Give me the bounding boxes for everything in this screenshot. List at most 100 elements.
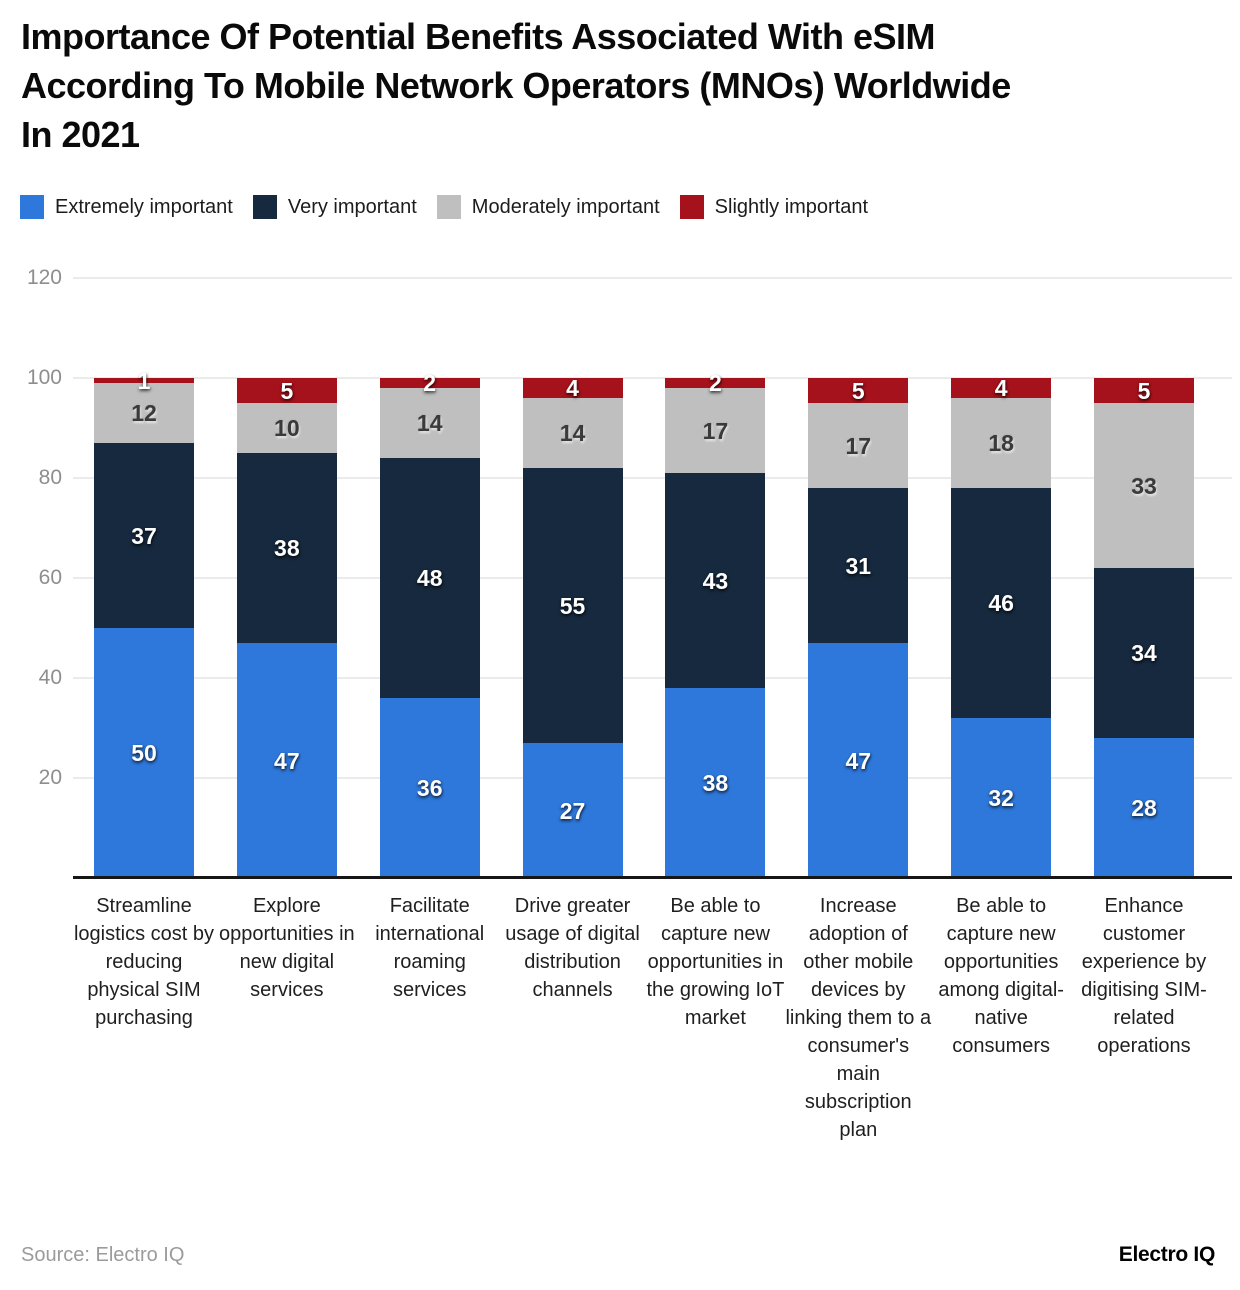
y-axis: 20 40 60 80 100 120 [0, 266, 62, 878]
bar-5-extremely-important-segment: 38 [665, 688, 766, 878]
value-label: 55 [559, 592, 586, 619]
bar-6-slightly-important-segment: 5 [808, 378, 909, 403]
legend-item-slightly-important: Slightly important [679, 195, 869, 219]
value-label: 18 [988, 430, 1014, 456]
bar-2-very-important-segment: 38 [236, 453, 337, 643]
value-label: 1 [137, 367, 151, 394]
bar-4: 27 55 14 4 [522, 375, 623, 878]
category-label-6: Increase adoption of other mobile device… [785, 895, 932, 1141]
bar-7-very-important-segment: 46 [951, 488, 1052, 718]
value-label: 28 [1131, 795, 1157, 821]
category-label-2: Explore opportunities in new digital ser… [219, 895, 355, 1001]
category-label-4: Drive greater usage of digital distribut… [505, 895, 640, 1001]
value-label: 37 [131, 522, 157, 549]
bar-1-extremely-important-segment: 50 [94, 628, 194, 878]
value-label: 48 [416, 565, 443, 591]
value-label: 31 [845, 552, 872, 579]
bar-7: 32 46 18 4 [951, 375, 1052, 878]
bar-8-very-important-segment: 34 [1093, 568, 1194, 738]
value-label: 17 [845, 432, 872, 459]
bar-2-moderately-important-segment: 10 [236, 403, 337, 453]
gridline-20 [73, 777, 1232, 779]
value-label: 50 [131, 740, 157, 766]
y-tick-label-120: 120 [26, 266, 62, 289]
category-label-7: Be able to capture new opportunities amo… [938, 895, 1064, 1057]
category-label-5: Be able to capture new opportunities in … [646, 895, 785, 1029]
bar-3: 36 48 14 2 [379, 371, 480, 878]
bar-1-very-important-segment: 37 [94, 443, 194, 628]
bar-7-slightly-important-segment: 4 [951, 375, 1052, 401]
gridline-60 [73, 577, 1232, 579]
gridline-100 [73, 377, 1232, 379]
bar-7-extremely-important-segment: 32 [951, 718, 1052, 878]
bar-8-moderately-important-segment: 33 [1093, 403, 1194, 568]
category-label-1: Streamline logistics cost by reducing ph… [73, 895, 215, 1029]
bar-6-moderately-important-segment: 17 [808, 403, 909, 488]
bar-5-slightly-important-segment: 2 [665, 371, 766, 395]
value-label: 10 [274, 415, 300, 441]
value-label: 32 [988, 785, 1014, 811]
legend-label: Moderately important [471, 195, 660, 218]
bar-4-extremely-important-segment: 27 [522, 743, 623, 878]
bar-2: 47 38 10 5 [236, 378, 337, 878]
value-label: 33 [1131, 472, 1157, 499]
bar-8: 28 34 33 5 [1093, 377, 1194, 878]
y-tick-label-20: 20 [38, 766, 62, 789]
page-title-line-2: According To Mobile Network Operators (M… [21, 65, 1011, 106]
bar-1-slightly-important-segment: 1 [94, 369, 194, 393]
bar-8-slightly-important-segment: 5 [1093, 377, 1194, 404]
page-title-line-1: Importance Of Potential Benefits Associa… [21, 16, 936, 57]
value-label: 43 [702, 567, 729, 594]
source-note: Source: Electro IQ [21, 1244, 185, 1266]
page-title: Importance Of Potential Benefits Associa… [21, 12, 1201, 159]
bar-7-moderately-important-segment: 18 [951, 398, 1052, 488]
legend-swatch-extremely-important [20, 195, 44, 219]
legend-swatch-moderately-important [436, 195, 461, 219]
bar-4-slightly-important-segment: 4 [522, 375, 623, 401]
value-label: 34 [1131, 640, 1157, 666]
value-label: 46 [988, 590, 1014, 616]
value-label: 38 [702, 770, 729, 796]
y-tick-label-40: 40 [38, 666, 62, 689]
value-label: 2 [709, 370, 722, 396]
y-tick-label-60: 60 [38, 566, 62, 589]
value-label: 47 [845, 747, 872, 774]
value-label: 17 [702, 417, 729, 444]
legend-swatch-very-important [252, 195, 277, 219]
value-label: 2 [423, 370, 437, 396]
value-label: 12 [131, 400, 157, 426]
value-label: 14 [416, 410, 443, 436]
category-label-8: Enhance customer experience by digitisin… [1081, 895, 1207, 1057]
bar-2-slightly-important-segment: 5 [236, 378, 337, 403]
bar-3-slightly-important-segment: 2 [379, 371, 480, 395]
value-label: 27 [559, 797, 586, 824]
bar-6-very-important-segment: 31 [808, 488, 909, 643]
value-label: 4 [566, 375, 579, 401]
value-label: 47 [274, 747, 300, 774]
x-axis-line [73, 876, 1232, 879]
bar-1: 50 37 12 1 [94, 369, 194, 878]
bar-5: 38 43 17 2 [665, 371, 766, 878]
legend-swatch-slightly-important [679, 195, 704, 219]
legend-label: Very important [287, 195, 417, 218]
legend-item-moderately-important: Moderately important [436, 195, 660, 219]
legend-label: Slightly important [714, 195, 869, 218]
bar-8-extremely-important-segment: 28 [1093, 738, 1194, 878]
value-label: 5 [1137, 377, 1151, 404]
bar-3-moderately-important-segment: 14 [379, 388, 480, 458]
gridline-120 [73, 277, 1232, 279]
bar-2-extremely-important-segment: 47 [236, 643, 337, 878]
legend-item-extremely-important: Extremely important [20, 195, 233, 219]
bar-6: 47 31 17 5 [808, 378, 909, 878]
bar-1-moderately-important-segment: 12 [94, 383, 194, 443]
bar-4-very-important-segment: 55 [522, 468, 623, 743]
value-label: 14 [559, 420, 586, 446]
gridline-40 [73, 677, 1232, 679]
chart-legend: Extremely important Very important Moderat… [20, 195, 868, 219]
y-tick-label-100: 100 [26, 366, 62, 389]
value-label: 4 [994, 375, 1008, 401]
legend-label: Extremely important [55, 195, 233, 218]
gridline-80 [73, 477, 1232, 479]
page-title-line-3: In 2021 [21, 114, 140, 155]
category-label-3: Facilitate international roaming service… [375, 895, 485, 1001]
